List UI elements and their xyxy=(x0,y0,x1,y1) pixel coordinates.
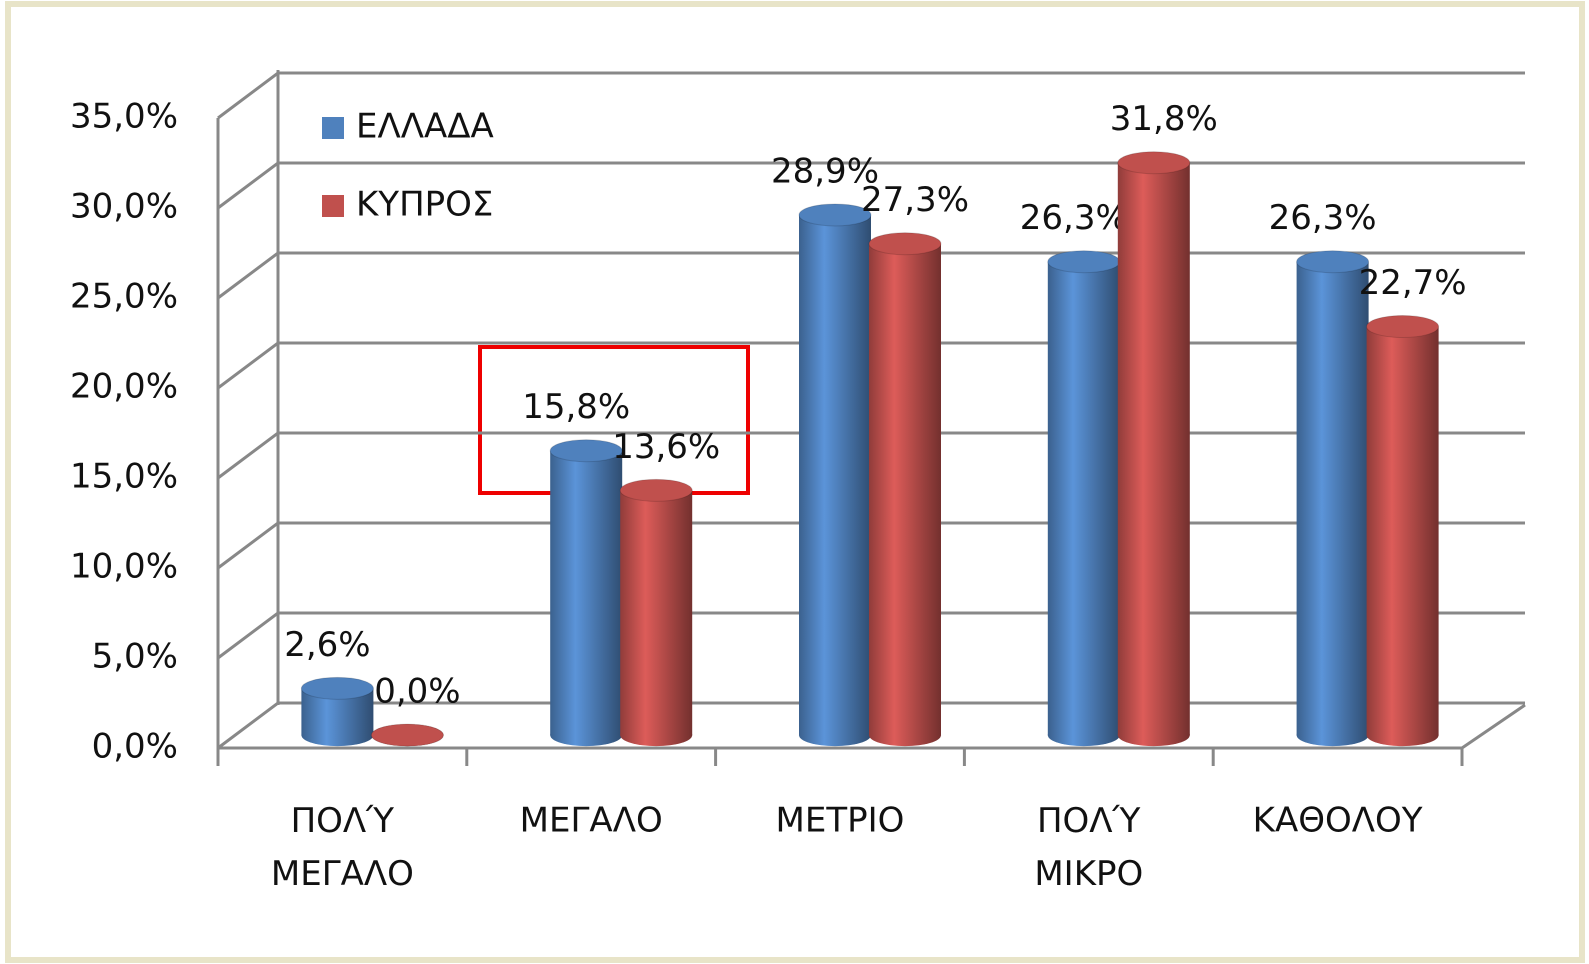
legend-label: ΚΥΠΡΟΣ xyxy=(356,185,493,225)
grid-line xyxy=(217,251,1525,300)
bar-top xyxy=(549,439,623,463)
x-tick-label: ΠΟΛΎ ΜΙΚΡΟ xyxy=(1034,801,1143,894)
y-tick-label: 5,0% xyxy=(92,637,178,677)
floor-edge xyxy=(1461,703,1526,750)
value-label: 13,6% xyxy=(612,427,720,467)
bar xyxy=(550,450,623,736)
value-label: 15,8% xyxy=(522,387,630,427)
bar xyxy=(620,490,693,736)
legend-label: ΕΛΛΑΔΑ xyxy=(356,107,494,147)
y-tick-label: 35,0% xyxy=(70,97,178,137)
value-label: 26,3% xyxy=(1269,198,1377,238)
bar-top xyxy=(1117,151,1191,175)
bar-top xyxy=(619,478,693,502)
y-tick-label: 20,0% xyxy=(70,367,178,407)
value-label: 27,3% xyxy=(861,180,969,220)
y-tick-label: 25,0% xyxy=(70,277,178,317)
bar xyxy=(799,214,871,736)
y-tick-label: 0,0% xyxy=(92,727,178,767)
value-label: 28,9% xyxy=(771,151,879,191)
grid-line xyxy=(217,71,1525,120)
y-tick-label: 30,0% xyxy=(70,187,178,227)
bar xyxy=(1117,162,1190,736)
value-label: 22,7% xyxy=(1359,263,1467,303)
bar-top xyxy=(370,723,444,747)
bar-top xyxy=(300,676,374,700)
bar xyxy=(1296,261,1369,736)
bar-top xyxy=(868,232,942,256)
bar-top xyxy=(1047,250,1121,274)
bar-top xyxy=(798,203,872,227)
grid-line xyxy=(217,161,1525,210)
bar-top xyxy=(1366,315,1440,339)
bar xyxy=(1047,261,1120,736)
bar xyxy=(869,243,941,736)
legend-swatch xyxy=(322,195,344,217)
x-tick-label: ΜΕΤΡΙΟ xyxy=(776,801,905,841)
value-label: 2,6% xyxy=(284,625,370,665)
x-tick-label: ΠΟΛΎ ΜΕΓΑΛΟ xyxy=(271,801,414,894)
value-label: 31,8% xyxy=(1110,99,1218,139)
bar xyxy=(1366,326,1439,736)
y-tick-label: 15,0% xyxy=(70,457,178,497)
value-label: 0,0% xyxy=(374,672,460,712)
y-tick-label: 10,0% xyxy=(70,547,178,587)
x-tick-label: ΚΑΘΟΛΟΥ xyxy=(1253,801,1423,841)
legend-swatch xyxy=(322,117,344,139)
value-label: 26,3% xyxy=(1020,198,1128,238)
x-tick-label: ΜΕΓΑΛΟ xyxy=(520,801,663,841)
bar-top xyxy=(1296,250,1370,274)
